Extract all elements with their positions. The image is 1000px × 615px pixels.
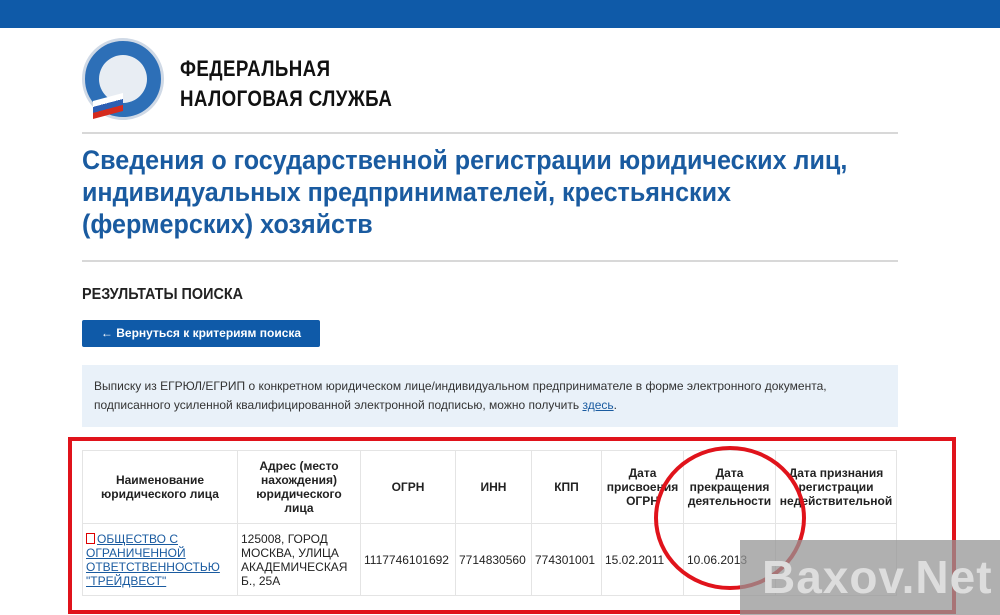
brand-name[interactable]: ФЕДЕРАЛЬНАЯ НАЛОГОВАЯ СЛУЖБА bbox=[180, 56, 393, 111]
col-address: Адрес (место нахождения) юридического ли… bbox=[237, 450, 361, 524]
divider bbox=[82, 132, 898, 134]
fns-logo[interactable] bbox=[82, 38, 164, 120]
back-to-search-button[interactable]: ← Вернуться к критериям поиска bbox=[82, 320, 320, 347]
col-name: Наименование юридического лица bbox=[82, 450, 238, 524]
top-bar bbox=[0, 0, 1000, 28]
table-header-row: Наименование юридического лица Адрес (ме… bbox=[82, 450, 897, 524]
col-kpp: КПП bbox=[531, 450, 602, 524]
col-inn: ИНН bbox=[455, 450, 532, 524]
watermark: Baxov.Net bbox=[740, 540, 1000, 615]
highlight-rectangle bbox=[68, 437, 956, 614]
col-ogrn: ОГРН bbox=[360, 450, 456, 524]
info-box: Выписку из ЕГРЮЛ/ЕГРИП о конкретном юрид… bbox=[82, 365, 898, 427]
page-title: Сведения о государственной регистрации ю… bbox=[82, 145, 848, 239]
here-link[interactable]: здесь bbox=[582, 398, 614, 412]
pdf-icon[interactable] bbox=[86, 532, 95, 544]
highlight-circle bbox=[654, 446, 806, 590]
results-title: РЕЗУЛЬТАТЫ ПОИСКА bbox=[82, 286, 244, 303]
company-link[interactable]: ОБЩЕСТВО С ОГРАНИЧЕННОЙ ОТВЕТСТВЕННОСТЬЮ… bbox=[86, 531, 220, 588]
divider bbox=[82, 260, 898, 262]
